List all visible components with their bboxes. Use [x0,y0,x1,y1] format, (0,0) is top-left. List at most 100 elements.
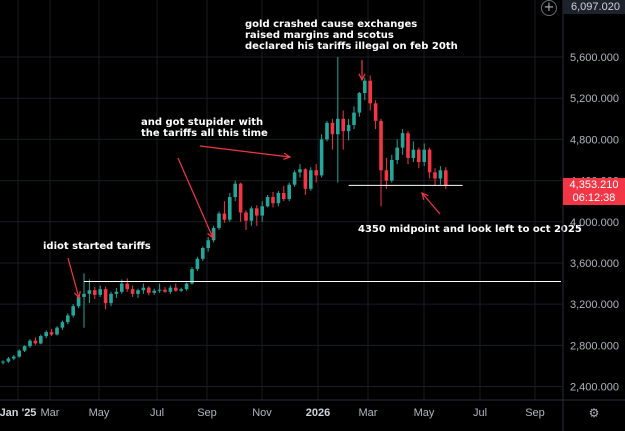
candle [395,139,399,165]
candle [390,154,394,183]
candle-body [368,80,372,104]
candle-body [314,170,318,176]
candle-body [363,80,367,94]
candle [147,286,151,296]
candle [255,205,259,226]
candle-body [125,283,129,290]
candle [384,157,389,189]
candle-body [309,170,313,189]
x-tick-label: Sep [525,407,545,419]
candle [163,287,167,293]
candle-body [55,327,59,335]
candle-body [228,197,232,220]
candle-body [438,170,443,179]
candle-body [157,289,162,291]
candle [195,256,200,272]
candle [87,279,92,304]
x-tick-label: Jul [150,407,164,419]
x-tick-label: Jul [473,407,487,419]
candle [39,334,43,345]
candle-body [384,170,389,181]
candle [184,282,189,291]
candle [341,110,345,150]
candle-body [28,340,32,347]
candle-body [352,112,356,125]
candle-body [265,197,270,207]
y-tick-label: 5,200.000 [570,93,619,105]
candle-body [411,149,416,158]
candle [265,194,270,208]
arrow-gold-crash [358,60,366,82]
candle [260,201,264,222]
candle-body [346,124,351,132]
candle [271,191,275,208]
gold-crash-note-line-3: declared his tariffs illegal on feb 20th [245,41,458,52]
plus-circle-icon[interactable]: + [541,0,557,16]
candle-body [168,287,173,292]
candle [136,288,140,298]
candle-body [330,122,335,135]
tariff-note-line-2: the tariffs all this time [141,128,268,139]
candle-body [287,184,291,200]
candle-body [255,208,259,216]
candle [303,168,308,195]
candle [346,118,351,141]
candle-body [114,291,119,294]
candle-body [44,332,48,337]
candle [44,330,48,339]
last-price-tag: 4,353.210 [563,178,625,192]
candle [352,106,356,130]
candle [217,211,221,230]
candle-body [179,289,183,291]
candle-body [174,287,178,291]
candle [174,283,178,292]
candle [93,287,97,299]
candle-body [141,287,146,291]
arrow-midpoint [421,191,441,215]
candle [417,147,421,169]
time-axis[interactable]: Jan '25 Mar May Jul Sep Nov 2026 Mar May Jul Sep [0,399,625,419]
candle-body [76,296,81,307]
candle-body [325,122,329,140]
gold-crash-note-line-1: gold crashed cause exchanges [245,19,417,30]
candle-body [390,159,394,181]
gear-icon[interactable]: ⚙ [588,406,600,420]
candle [438,166,443,185]
candle [433,168,437,186]
candle [168,285,173,294]
candle [400,129,405,155]
candle-body [39,336,43,344]
candle [244,210,248,230]
candle [411,141,416,163]
candle [33,337,38,345]
candle [206,237,210,252]
candle-body [66,315,70,323]
y-tick-label: 3,200.000 [570,299,619,311]
top-price-label: 6,097.020 [563,0,625,14]
x-tick-label: 2026 [306,407,330,419]
candle [287,182,291,202]
candle [314,164,318,183]
x-tick-label: Mar [41,407,60,419]
candle [233,180,237,202]
x-tick-label: May [89,407,110,419]
candle [309,167,313,191]
candle [71,304,75,318]
arrow-tariffs-start [67,257,81,300]
y-tick-label: 2,400.000 [570,382,619,394]
x-tick-label: May [414,407,435,419]
price-axis[interactable]: 2,400.000 2,800.000 3,200.000 3,600.000 4,00… [562,0,619,431]
y-tick-label: 4,000.000 [570,217,619,229]
candle-body [136,290,140,294]
candle [114,288,119,298]
candle [6,357,11,363]
candle [406,131,410,165]
candle [179,287,183,292]
candle [66,313,70,325]
candle-body [395,147,399,160]
candle [1,360,5,365]
candle [422,143,426,167]
candle [228,192,232,222]
y-tick-label: 3,600.000 [570,258,619,270]
